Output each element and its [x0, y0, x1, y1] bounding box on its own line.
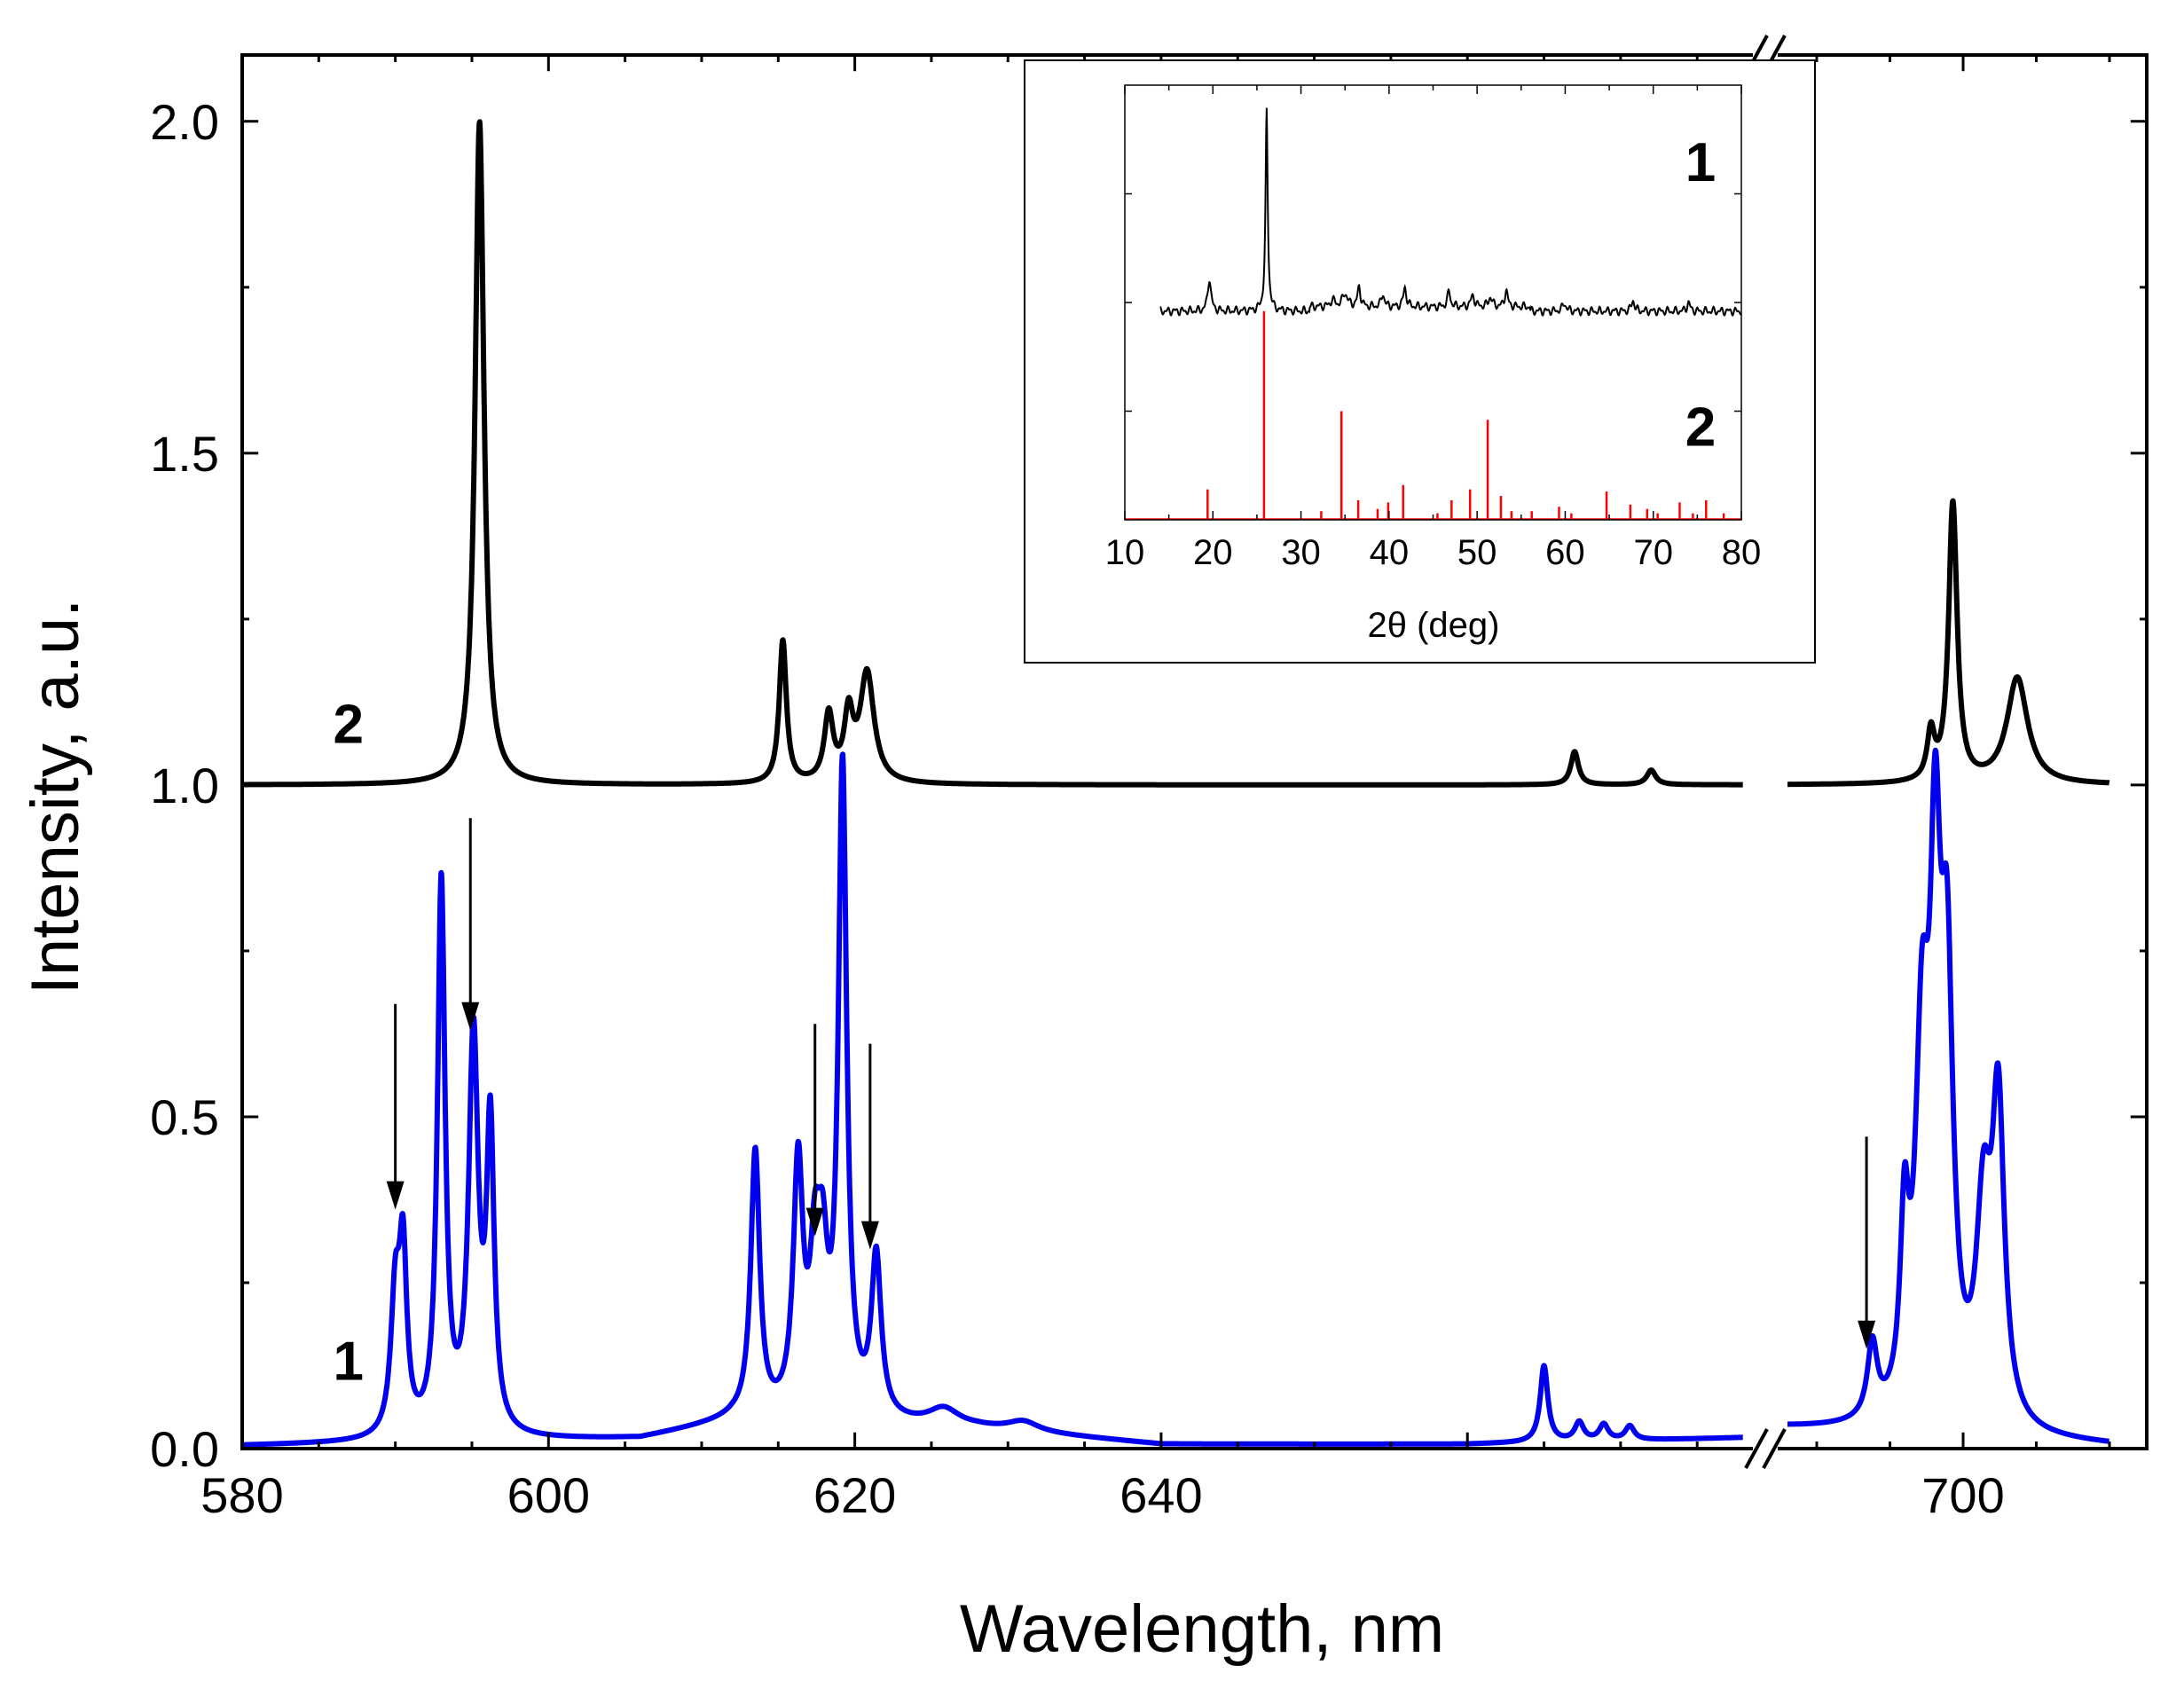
inset-x-tick-label-30: 30: [1281, 533, 1321, 572]
inset-series-labels: 12: [1685, 132, 1716, 459]
x-tick-label-640: 640: [1119, 1467, 1202, 1523]
axis-break-slash-bottom-2: [1762, 1428, 1787, 1469]
inset-series-1-line: [1159, 107, 1742, 318]
main-plot-frame: [240, 53, 2149, 1450]
inset-x-tick-label-10: 10: [1105, 533, 1145, 572]
inset-x-tick-label-70: 70: [1633, 533, 1673, 572]
x-axis-label: Wavelength, nm: [960, 1591, 1444, 1667]
inset-x-tick-label-40: 40: [1370, 533, 1410, 572]
y-tick-label-1.5: 1.5: [150, 426, 219, 482]
main-plot-border: [240, 53, 2149, 1450]
y-tick-label-0.0: 0.0: [150, 1421, 219, 1477]
arrow-head-2: [461, 1002, 480, 1031]
inset-x-tick-label-50: 50: [1457, 533, 1497, 572]
arrow-head-1: [386, 1181, 405, 1210]
series-1-line-segment-2: [1785, 747, 2112, 1444]
series-label-2: 2: [334, 695, 364, 756]
inset-x-axis-label: 2θ (deg): [1368, 606, 1500, 645]
inset-x-tick-label-20: 20: [1193, 533, 1233, 572]
inset-panel: [1024, 59, 1816, 664]
peak-arrows: [386, 818, 1876, 1349]
x-tick-label-700: 700: [1921, 1467, 2004, 1523]
axis-break-slash-bottom-1: [1744, 1428, 1769, 1469]
y-tick-label-0.5: 0.5: [150, 1089, 219, 1145]
y-tick-label-1.0: 1.0: [150, 758, 219, 813]
inset-series-label-1: 1: [1685, 132, 1716, 193]
series-1-line-segment-1: [240, 751, 1746, 1448]
arrow-head-4: [860, 1221, 879, 1250]
x-tick-label-600: 600: [507, 1467, 590, 1523]
series-2-line-segment-1: [240, 119, 1746, 788]
inset-plot-series: [1125, 107, 1742, 520]
main-axis-ticks: 580 600 620 640 700 0.0 0.5 1.0 1.5 2.0: [150, 55, 2147, 1523]
inset-x-tick-label-80: 80: [1722, 533, 1762, 572]
inset-axis-ticks: 10 20 30 40 50 60 70 80: [1105, 85, 1762, 572]
arrow-head-5: [1858, 1320, 1876, 1349]
x-tick-label-580: 580: [200, 1467, 283, 1523]
inset-chart: 10 20 30 40 50 60 70 80 12 2θ (deg): [1024, 59, 1816, 664]
series-label-1: 1: [334, 1332, 364, 1393]
inset-series-label-2: 2: [1685, 397, 1716, 459]
y-tick-label-2.0: 2.0: [150, 94, 219, 150]
y-axis-label: Intensity, a.u.: [18, 599, 93, 994]
main-series-labels: 12: [334, 695, 364, 1393]
x-tick-label-620: 620: [813, 1467, 896, 1523]
inset-x-tick-label-60: 60: [1545, 533, 1585, 572]
main-plot-series: [240, 119, 2112, 1448]
series-2-line-segment-2: [1785, 498, 2112, 788]
arrow-head-3: [805, 1207, 824, 1237]
